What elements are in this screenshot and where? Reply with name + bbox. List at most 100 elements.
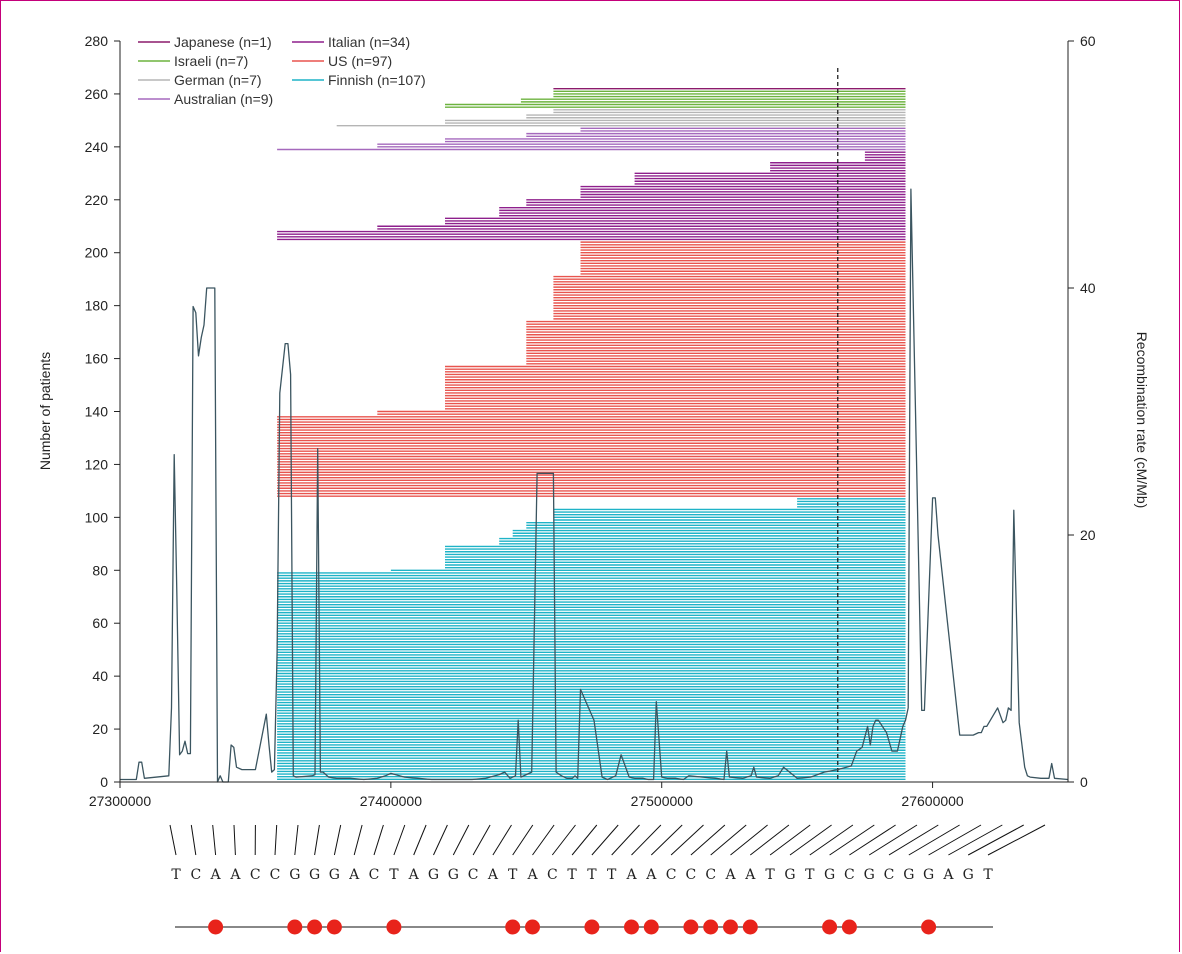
y-left-tick-label: 120 — [85, 456, 109, 472]
snp-nucleotide: C — [468, 867, 479, 883]
snp-marker-dot — [505, 919, 521, 935]
snp-nucleotide: A — [487, 867, 499, 883]
x-tick-label: 27400000 — [360, 793, 423, 809]
snp-nucleotide: A — [348, 867, 360, 883]
snp-connector-line — [373, 824, 384, 856]
snp-connector-line — [631, 824, 662, 856]
snp-connector-line — [233, 824, 236, 856]
snp-nucleotide: C — [686, 867, 697, 883]
x-tick-label: 27300000 — [89, 793, 152, 809]
y-left-tick-label: 200 — [85, 245, 109, 261]
snp-connector-line — [690, 824, 726, 856]
y-right-tick-label: 20 — [1080, 527, 1096, 543]
snp-nucleotide: C — [270, 867, 281, 883]
legend-label: Israeli (n=7) — [174, 53, 248, 69]
snp-connector-line — [393, 824, 406, 856]
haplotype-group-israeli — [445, 90, 906, 108]
snp-connector-line — [512, 824, 534, 856]
haplotype-group-australian — [277, 127, 906, 151]
snp-nucleotide: T — [567, 867, 577, 883]
snp-nucleotide: A — [526, 867, 538, 883]
snp-connector-line — [571, 824, 598, 856]
snp-marker-dot — [307, 919, 323, 935]
snp-connector-line — [433, 824, 448, 856]
snp-connector-line — [472, 824, 491, 856]
legend-label: Australian (n=9) — [174, 91, 273, 107]
snp-connector-line — [532, 824, 555, 856]
y-left-tick-label: 240 — [85, 139, 109, 155]
snp-marker-dot — [921, 919, 937, 935]
snp-connector-line — [353, 824, 363, 856]
snp-connector-line — [710, 824, 747, 856]
snp-nucleotide: T — [389, 867, 399, 883]
snp-nucleotide: C — [250, 867, 261, 883]
snp-connector-line — [670, 824, 704, 856]
snp-marker-dot — [287, 919, 303, 935]
snp-nucleotide: C — [884, 867, 895, 883]
haplotype-group-german — [336, 109, 906, 127]
x-tick-label: 27500000 — [631, 793, 694, 809]
snp-connector-line — [849, 824, 896, 856]
snp-nucleotide: T — [171, 867, 181, 883]
snp-connector-line — [551, 824, 576, 856]
snp-nucleotide: A — [645, 867, 657, 883]
y-left-tick-label: 20 — [92, 721, 108, 737]
snp-nucleotide: G — [864, 867, 875, 883]
snp-nucleotide: C — [844, 867, 855, 883]
y-right-axis-title: Recombination rate (cM/Mb) — [1134, 332, 1150, 509]
legend-label: Japanese (n=1) — [174, 34, 272, 50]
y-left-tick-label: 80 — [92, 562, 108, 578]
snp-marker-dot — [703, 919, 719, 935]
snp-nucleotide: C — [705, 867, 716, 883]
y-right-tick-label: 60 — [1080, 33, 1096, 49]
snp-connector-line — [413, 824, 427, 856]
snp-connector-line — [611, 824, 640, 856]
snp-connector-line — [190, 824, 197, 856]
y-right-tick-label: 0 — [1080, 774, 1088, 790]
snp-connector-line — [294, 824, 299, 856]
haplotype-bars — [277, 87, 906, 781]
snp-nucleotide: T — [765, 867, 775, 883]
snp-connector-line — [769, 824, 811, 856]
y-left-tick-label: 220 — [85, 192, 109, 208]
snp-nucleotide: A — [942, 867, 954, 883]
y-left-tick-label: 160 — [85, 351, 109, 367]
snp-nucleotide: C — [666, 867, 677, 883]
snp-connector-line — [333, 824, 342, 856]
snp-connector-line — [987, 824, 1046, 856]
snp-nucleotide: G — [903, 867, 914, 883]
haplotype-group-italian — [277, 151, 906, 241]
y-right-tick-label: 40 — [1080, 280, 1096, 296]
legend-entry: US (n=97) — [292, 53, 392, 69]
snp-connector-line — [492, 824, 512, 856]
snp-connector-line — [888, 824, 939, 856]
legend-label: German (n=7) — [174, 72, 262, 88]
snp-connector-line — [730, 824, 768, 856]
snp-nucleotide: C — [190, 867, 201, 883]
snp-nucleotide: G — [448, 867, 459, 883]
snp-nucleotide: A — [724, 867, 736, 883]
snp-nucleotide: G — [784, 867, 795, 883]
snp-nucleotide: T — [607, 867, 617, 883]
legend-label: Finnish (n=107) — [328, 72, 426, 88]
snp-marker-dot — [584, 919, 600, 935]
y-left-tick-label: 140 — [85, 404, 109, 420]
snp-marker-dot — [525, 919, 540, 935]
y-left-tick-label: 280 — [85, 33, 109, 49]
snp-nucleotide: C — [547, 867, 558, 883]
snp-connector-line — [274, 824, 278, 856]
snp-connector-line — [212, 824, 217, 856]
y-left-tick-label: 40 — [92, 668, 108, 684]
snp-nucleotide: G — [824, 867, 835, 883]
x-tick-label: 27600000 — [901, 793, 964, 809]
haplotype-group-finnish — [277, 498, 906, 781]
snp-nucleotide: C — [369, 867, 380, 883]
legend-entry: Japanese (n=1) — [138, 34, 272, 50]
snp-nucleotide: T — [805, 867, 815, 883]
y-left-tick-label: 60 — [92, 615, 108, 631]
snp-nucleotide: A — [229, 867, 241, 883]
legend-label: US (n=97) — [328, 53, 392, 69]
snp-connector-line — [452, 824, 470, 856]
